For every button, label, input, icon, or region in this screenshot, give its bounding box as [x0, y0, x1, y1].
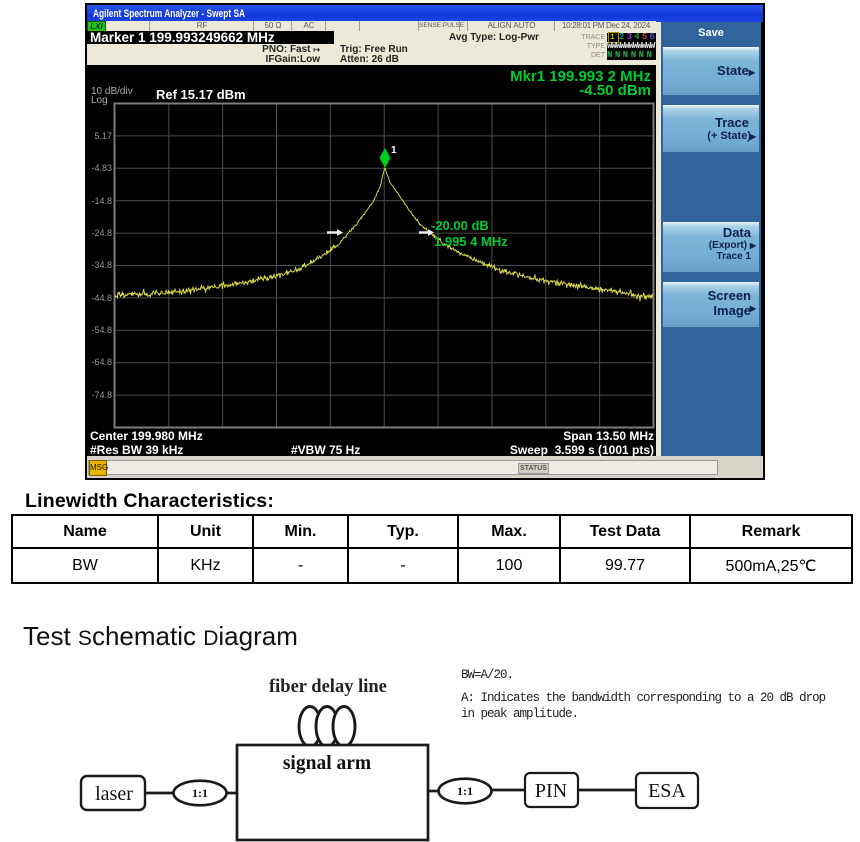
- svg-text:PIN: PIN: [535, 780, 567, 802]
- svg-text:signal arm: signal arm: [283, 753, 371, 774]
- svg-text:laser: laser: [95, 783, 133, 805]
- svg-text:1:1: 1:1: [457, 784, 473, 798]
- svg-text:ESA: ESA: [648, 780, 686, 802]
- svg-text:1:1: 1:1: [192, 786, 208, 800]
